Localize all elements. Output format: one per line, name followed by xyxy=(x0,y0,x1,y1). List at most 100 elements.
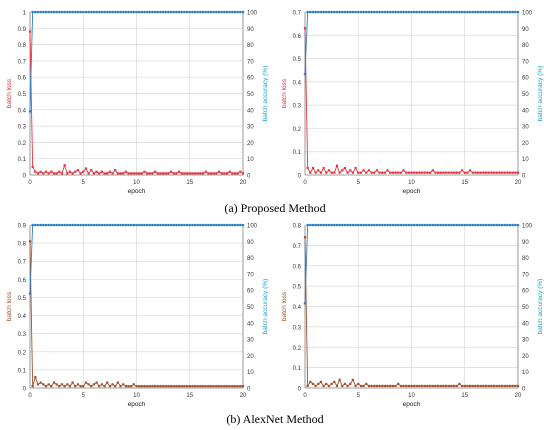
accuracy-point xyxy=(495,223,498,227)
loss-point xyxy=(100,383,103,386)
loss-point xyxy=(383,384,386,388)
accuracy-point xyxy=(167,223,170,227)
accuracy-point xyxy=(132,10,136,14)
loss-point xyxy=(185,385,189,388)
accuracy-point xyxy=(39,223,42,227)
loss-point xyxy=(476,171,480,174)
accuracy-point xyxy=(418,223,421,227)
accuracy-point xyxy=(135,223,138,227)
accuracy-point xyxy=(124,10,128,14)
accuracy-point xyxy=(407,223,411,227)
accuracy-point xyxy=(516,10,520,14)
accuracy-point xyxy=(479,223,483,227)
loss-point xyxy=(196,385,199,388)
loss-point xyxy=(516,384,520,388)
accuracy-point xyxy=(495,10,498,14)
accuracy-point xyxy=(44,10,48,14)
loss-point xyxy=(76,169,80,172)
accuracy-point xyxy=(362,10,365,14)
loss-point xyxy=(52,381,56,384)
accuracy-point xyxy=(220,10,223,14)
loss-point xyxy=(354,384,357,388)
y2-tick-label: 90 xyxy=(247,240,254,246)
loss-point xyxy=(421,171,424,174)
loss-point xyxy=(349,169,352,172)
accuracy-point xyxy=(207,223,210,227)
loss-point xyxy=(90,169,93,172)
accuracy-point xyxy=(450,10,453,14)
loss-point xyxy=(325,382,328,386)
loss-point xyxy=(74,385,77,388)
x-tick-label: 10 xyxy=(408,180,415,186)
loss-point xyxy=(362,384,365,388)
accuracy-point xyxy=(113,10,117,14)
loss-point xyxy=(34,170,37,173)
accuracy-point xyxy=(119,223,122,227)
loss-point xyxy=(426,171,429,174)
y2-tick-label: 90 xyxy=(247,27,254,33)
accuracy-point xyxy=(338,10,341,14)
caption-alexnet-method: (b) AlexNet Method xyxy=(226,412,324,426)
caption-proposed-method: (a) Proposed Method xyxy=(224,201,326,215)
loss-point xyxy=(116,381,119,384)
loss-point xyxy=(309,171,312,174)
loss-point xyxy=(386,169,389,172)
y2-tick-label: 70 xyxy=(247,59,254,65)
accuracy-point xyxy=(455,10,459,14)
y2-tick-label: 40 xyxy=(247,108,254,114)
loss-point xyxy=(52,172,56,175)
accuracy-point xyxy=(351,223,355,227)
y-tick-label: 0 xyxy=(298,387,302,393)
accuracy-point xyxy=(81,223,85,227)
accuracy-point xyxy=(196,10,200,14)
loss-point xyxy=(453,384,456,388)
chart-bottom-right: 00.10.20.30.40.50.60.70.80 5 10 15 200102030… xyxy=(281,223,544,409)
accuracy-point xyxy=(442,10,445,14)
accuracy-point xyxy=(383,10,387,14)
loss-point xyxy=(338,171,341,174)
loss-point xyxy=(138,172,141,175)
loss-point xyxy=(74,170,77,173)
y-tick-label: 0.2 xyxy=(18,350,27,356)
loss-point xyxy=(346,384,349,388)
accuracy-point xyxy=(332,10,336,14)
loss-point xyxy=(215,172,218,175)
loss-point xyxy=(148,385,151,388)
loss-point xyxy=(66,383,69,386)
loss-point xyxy=(391,384,394,388)
loss-point xyxy=(114,169,117,172)
y2-tick-label: 30 xyxy=(522,338,529,344)
loss-point xyxy=(175,172,178,175)
loss-point xyxy=(114,385,117,388)
accuracy-point xyxy=(228,223,231,227)
loss-point xyxy=(466,171,469,174)
accuracy-point xyxy=(50,10,53,14)
accuracy-point xyxy=(476,10,480,14)
loss-point xyxy=(170,385,173,388)
loss-point xyxy=(442,384,445,388)
loss-point xyxy=(154,170,157,173)
y2-tick-label: 80 xyxy=(247,256,254,262)
y2-tick-label: 30 xyxy=(247,125,254,131)
accuracy-point xyxy=(343,10,347,14)
accuracy-point xyxy=(161,10,165,14)
loss-point xyxy=(367,169,370,172)
accuracy-point xyxy=(476,223,480,227)
loss-point xyxy=(500,171,504,174)
accuracy-point xyxy=(396,223,400,227)
y-tick-label: 1 xyxy=(23,11,27,17)
loss-point xyxy=(87,383,90,386)
loss-point xyxy=(87,172,90,175)
accuracy-point xyxy=(36,10,40,14)
loss-point xyxy=(98,385,101,388)
y2-tick-label: 100 xyxy=(247,11,258,17)
loss-point xyxy=(333,380,336,383)
y-tick-label: 0.1 xyxy=(293,366,302,372)
y-tick-label: 0.7 xyxy=(293,244,302,250)
loss-point xyxy=(498,384,501,388)
y2-tick-label: 60 xyxy=(247,76,254,82)
accuracy-point xyxy=(121,10,125,14)
loss-point xyxy=(130,385,133,388)
accuracy-point xyxy=(111,223,114,227)
accuracy-point xyxy=(65,10,69,14)
